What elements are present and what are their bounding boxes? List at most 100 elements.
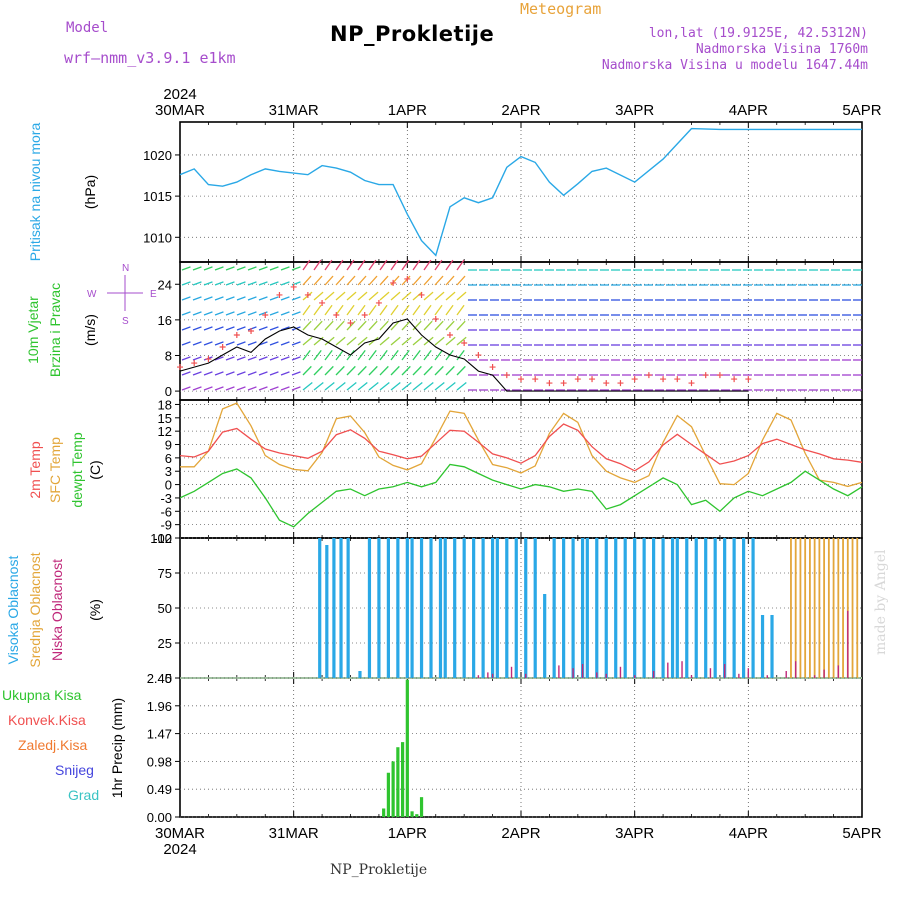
wind-arrow (346, 381, 357, 391)
wind-arrow (456, 320, 466, 331)
high-cloud-bar (367, 538, 372, 678)
model-name: wrf—nmm_v3.9.1 e1km (64, 49, 236, 67)
wind-arrow (291, 341, 301, 346)
high-cloud-bar (652, 538, 656, 678)
y-tick-label: 15 (158, 411, 172, 426)
high-cloud-bar (443, 538, 447, 678)
wind-arrow (280, 326, 290, 331)
y-tick-label: 0 (165, 478, 172, 493)
wind-arrow (379, 336, 390, 346)
wind-arrow (456, 336, 467, 346)
high-cloud-bar (524, 538, 528, 678)
mid-cloud-bar (794, 538, 797, 678)
x-tick-label-top: 5APR (842, 102, 881, 119)
high-cloud-bar (405, 538, 409, 678)
wind-arrow (247, 356, 257, 361)
y-tick-label: 1015 (143, 189, 172, 204)
low-cloud-bar (709, 668, 712, 678)
wind-arrow (434, 336, 445, 346)
wind-gust-marker (177, 364, 183, 371)
wind-arrow (192, 311, 202, 316)
wind-arrow (269, 371, 279, 376)
low-cloud-bar (633, 675, 636, 678)
wind-arrow (280, 296, 290, 301)
high-cloud-bar (723, 538, 727, 678)
x-tick-label-top: 31MAR (269, 102, 319, 119)
wind-gust-marker (432, 315, 439, 322)
wind-gust-marker (475, 352, 482, 359)
wind-arrow (324, 381, 335, 391)
wind-arrow (335, 291, 346, 301)
wind-arrow (423, 350, 432, 361)
mid-cloud-bar (842, 538, 844, 678)
x-tick-label-bottom: 1APR (388, 825, 427, 842)
wind-arrow (335, 304, 344, 316)
wind-arrow (401, 350, 410, 361)
low-cloud-bar (785, 671, 787, 678)
wind-arrow (445, 259, 454, 271)
wind-arrow (434, 365, 444, 376)
wind-gust-marker (631, 376, 638, 383)
wind-arrow (346, 291, 357, 301)
dewpt-line (179, 463, 863, 528)
wind-arrow (335, 365, 345, 376)
wind-arrow (269, 281, 279, 286)
wind-arrow (368, 350, 377, 361)
x-tick-label-bottom: 5APR (842, 825, 881, 842)
wind-arrow (324, 320, 334, 331)
wind-arrow (456, 275, 466, 286)
wind-arrow (214, 371, 224, 376)
high-cloud-axis-title: Visoka Oblacnost (5, 556, 21, 665)
wind-arrow (214, 326, 224, 331)
x-year-label-top: 2024 (163, 86, 196, 103)
mid-cloud-bar (799, 538, 802, 678)
precip-legend-item: Snijeg (55, 762, 94, 778)
low-cloud-bar (747, 668, 750, 678)
high-cloud-bar (514, 538, 518, 678)
y-tick-label: 75 (158, 566, 172, 581)
wind-arrow (313, 365, 323, 376)
precip-bar (382, 808, 386, 817)
x-tick-label-bottom: 4APR (729, 825, 768, 842)
wind-gust-marker (589, 376, 596, 383)
wind-arrow (445, 320, 455, 331)
wind-arrow (302, 275, 312, 286)
t2m-line (179, 423, 863, 472)
wind-arrow (192, 386, 202, 391)
model-label: Model (66, 20, 109, 36)
low-cloud-bar (572, 668, 574, 678)
wind-arrow (302, 365, 312, 376)
y-tick-label: 16 (158, 313, 172, 328)
wind-arrow (456, 365, 466, 376)
wind-arrow (346, 336, 357, 346)
wind-unit: (m/s) (82, 314, 98, 346)
wind-arrow (379, 350, 388, 361)
x-tick-label-bottom: 31MAR (269, 825, 319, 842)
wind-gust-marker (319, 299, 326, 306)
high-cloud-bar (325, 545, 329, 678)
high-cloud-bar (713, 538, 717, 678)
wind-arrow (368, 381, 379, 391)
low-cloud-bar (605, 673, 607, 678)
wind-gust-marker (248, 328, 255, 334)
x-tick-label-bottom: 2APR (501, 825, 540, 842)
wind-arrow (203, 296, 213, 301)
wind-arrow (346, 304, 355, 316)
mid-cloud-bar (790, 538, 792, 678)
wind-arrow (346, 259, 355, 271)
wind-arrow (456, 350, 465, 361)
wind-arrow (412, 304, 421, 316)
high-cloud-bar (751, 538, 755, 678)
wind-arrow (280, 341, 290, 346)
low-cloud-bar (690, 675, 693, 678)
wind-arrow (401, 275, 411, 286)
wind-arrow (269, 386, 279, 391)
low-cloud-bar (596, 672, 598, 678)
wind-arrow (368, 336, 379, 346)
high-cloud-bar (552, 538, 556, 678)
wind-arrow (423, 304, 432, 316)
x-tick-label-bottom: 3APR (615, 825, 654, 842)
high-cloud-bar (562, 538, 566, 678)
cloud-unit: (%) (87, 599, 103, 621)
low-cloud-bar (619, 666, 622, 678)
